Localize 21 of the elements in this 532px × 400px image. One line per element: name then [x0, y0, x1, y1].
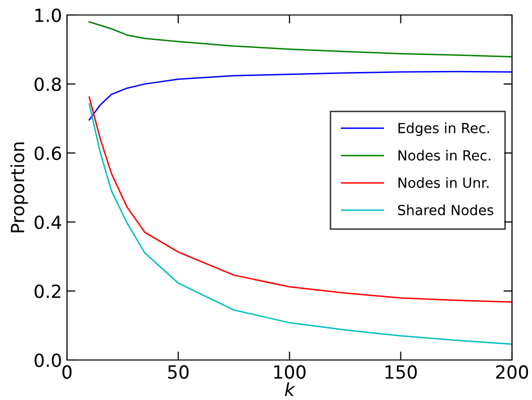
line-series — [88, 96, 512, 303]
x-tick-label: 100 — [274, 365, 306, 379]
line-series — [88, 70, 512, 121]
line-series — [88, 103, 512, 345]
y-tick-label: 0.8 — [34, 77, 61, 92]
x-tick-label: 0 — [62, 365, 72, 379]
line-series — [88, 21, 512, 58]
x-tick-label: 50 — [168, 365, 189, 379]
legend-label: Shared Nodes — [398, 204, 494, 216]
legend-label: Edges in Rec. — [398, 122, 489, 136]
y-tick-label: 0.0 — [34, 353, 61, 368]
y-tick-label: 1.0 — [35, 8, 61, 22]
y-tick-label: 0.4 — [34, 215, 62, 230]
y-tick-label: 0.6 — [34, 146, 62, 160]
legend-label: Nodes in Rec. — [398, 150, 490, 161]
x-tick-label: 150 — [386, 365, 417, 379]
legend-label: Nodes in Unr. — [398, 177, 488, 188]
y-tick-label: 0.2 — [34, 284, 60, 298]
x-axis-title: k — [284, 382, 296, 396]
x-tick-label: 200 — [496, 365, 528, 379]
y-axis-title: Proportion — [10, 142, 28, 232]
